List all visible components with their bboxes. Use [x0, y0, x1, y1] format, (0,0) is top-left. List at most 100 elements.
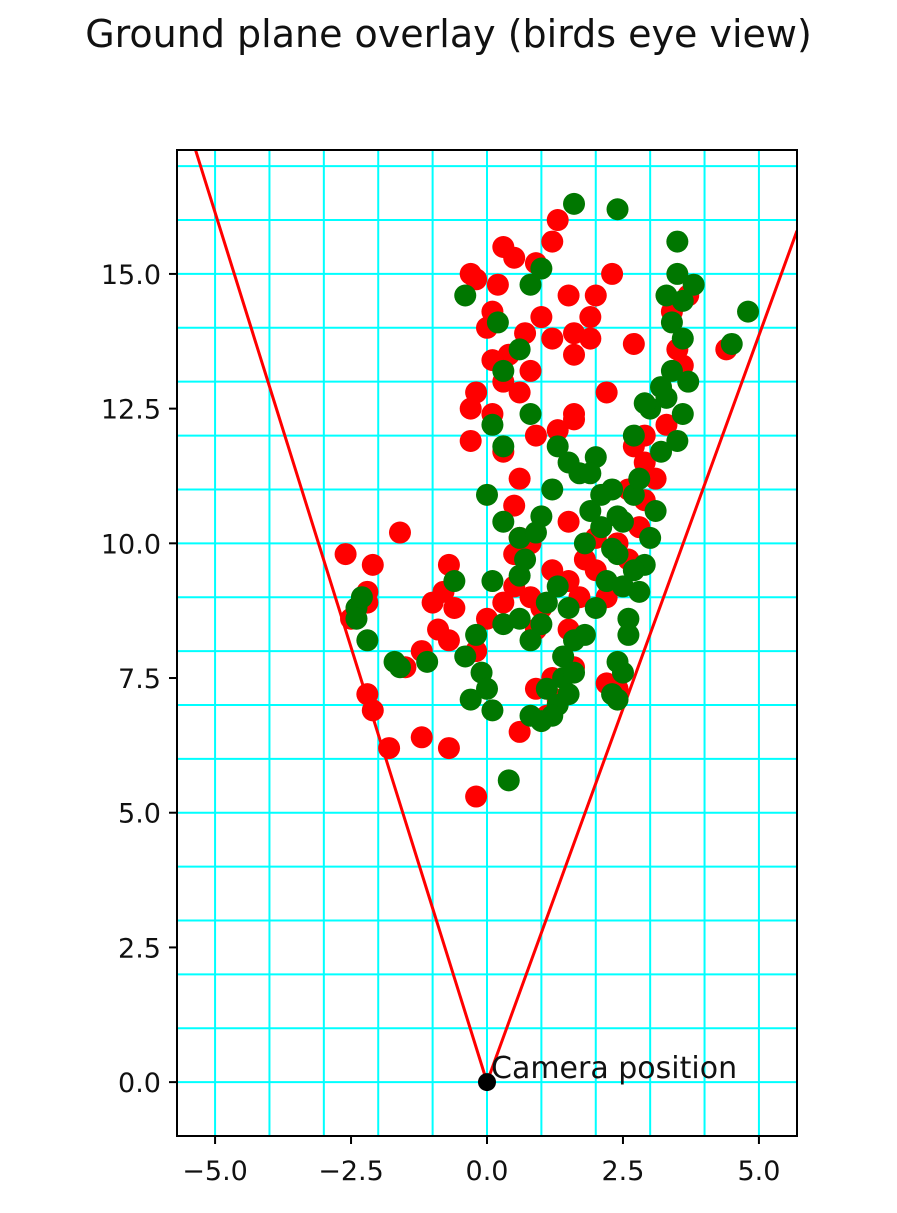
camera-marker	[478, 1073, 496, 1092]
data-point	[541, 478, 564, 501]
data-point	[503, 246, 526, 269]
data-point	[644, 467, 667, 490]
data-point	[595, 381, 618, 404]
data-point	[345, 607, 368, 630]
data-point	[481, 570, 504, 593]
data-point	[563, 408, 586, 431]
data-point	[644, 499, 667, 522]
data-point	[508, 607, 531, 630]
data-point	[573, 623, 596, 646]
data-point	[622, 332, 645, 355]
data-point	[601, 537, 624, 560]
data-point	[579, 499, 602, 522]
data-point	[579, 306, 602, 329]
data-point	[530, 306, 553, 329]
data-point	[334, 543, 357, 566]
data-point	[524, 424, 547, 447]
data-point	[655, 413, 678, 436]
data-point	[737, 300, 760, 323]
data-point	[682, 273, 705, 296]
data-point	[535, 591, 558, 614]
data-point	[350, 586, 373, 609]
data-point	[557, 284, 580, 307]
data-point	[584, 596, 607, 619]
data-point	[557, 510, 580, 533]
fov-line	[485, 230, 797, 1083]
data-point	[557, 683, 580, 706]
data-point	[465, 268, 488, 291]
data-point	[557, 596, 580, 619]
data-point	[459, 688, 482, 711]
camera-position-label: Camera position	[491, 1051, 737, 1086]
x-tick-label: −2.5	[318, 1156, 384, 1187]
data-point	[666, 262, 689, 285]
data-point	[617, 623, 640, 646]
data-point	[465, 381, 488, 404]
data-point	[530, 613, 553, 636]
data-point	[503, 494, 526, 517]
data-point	[519, 359, 542, 382]
data-point	[590, 483, 613, 506]
data-point	[476, 677, 498, 700]
data-point	[660, 359, 683, 382]
data-point	[465, 785, 488, 808]
data-point	[606, 505, 629, 528]
data-point	[459, 429, 482, 452]
data-point	[497, 769, 520, 792]
x-tick-label: 5.0	[737, 1156, 780, 1187]
data-point	[508, 381, 531, 404]
chart-title: Ground plane overlay (birds eye view)	[85, 12, 812, 56]
data-point	[530, 257, 553, 280]
data-point	[666, 429, 689, 452]
data-point	[535, 677, 558, 700]
data-point	[410, 726, 433, 749]
data-point	[361, 699, 384, 722]
data-point	[611, 575, 634, 598]
data-point	[563, 661, 586, 684]
data-point	[378, 737, 401, 760]
data-point	[552, 645, 575, 668]
data-point	[443, 596, 466, 619]
y-tick-label: 5.0	[118, 799, 161, 830]
data-point	[546, 209, 569, 232]
data-point	[443, 570, 466, 593]
data-point	[633, 392, 656, 415]
data-point	[655, 284, 678, 307]
data-point	[639, 526, 662, 549]
data-point	[356, 629, 379, 652]
data-point	[437, 737, 460, 760]
data-point	[541, 327, 564, 350]
data-point	[486, 273, 509, 296]
data-point	[481, 413, 504, 436]
fov-line	[193, 150, 489, 1083]
data-point	[486, 311, 509, 334]
data-point	[671, 403, 694, 426]
y-tick-label: 0.0	[118, 1068, 161, 1099]
data-point	[573, 532, 596, 555]
data-point	[361, 553, 384, 576]
data-point	[660, 311, 683, 334]
data-point	[388, 521, 411, 544]
data-point	[606, 198, 629, 221]
y-tick-label: 10.0	[101, 529, 161, 560]
data-point	[677, 370, 700, 393]
data-point	[601, 262, 624, 285]
data-point	[617, 607, 640, 630]
y-tick-label: 7.5	[118, 664, 161, 695]
data-point	[492, 435, 515, 458]
data-point	[606, 688, 629, 711]
data-point	[508, 720, 531, 743]
data-point	[628, 467, 651, 490]
data-point	[579, 462, 602, 485]
data-point	[655, 386, 678, 409]
data-point	[492, 359, 515, 382]
annotations: Camera position	[491, 1051, 737, 1086]
data-point	[437, 629, 460, 652]
x-tick-label: 2.5	[601, 1156, 644, 1187]
data-point	[573, 548, 596, 571]
data-point	[611, 661, 634, 684]
data-point	[416, 650, 439, 673]
data-point	[666, 230, 689, 253]
camera-marker-group	[478, 1073, 496, 1092]
